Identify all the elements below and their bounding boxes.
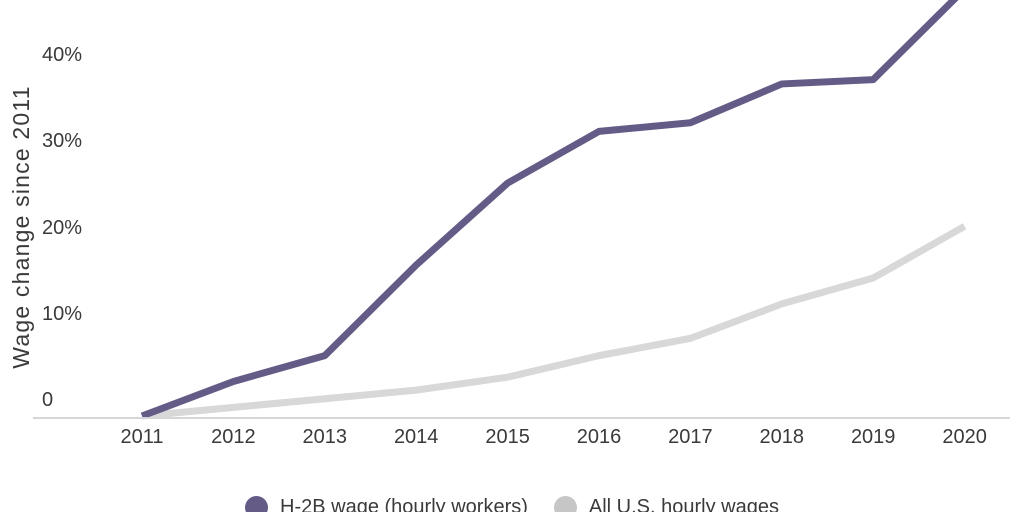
x-tick-label: 2018: [759, 426, 805, 448]
y-tick-label: 10%: [42, 302, 83, 325]
h2b-wage-line: [140, 0, 959, 420]
y-tick-label: 0: [42, 389, 54, 411]
x-tick-label: 2017: [668, 426, 713, 448]
x-tick-label: 2016: [576, 426, 622, 448]
x-axis-line: [33, 417, 1010, 419]
y-tick-label: 30%: [42, 130, 83, 153]
x-tick-label: 2014: [393, 426, 439, 448]
legend-item-h2b-wage[interactable]: H-2B wage (hourly workers): [245, 495, 528, 512]
y-tick-label: 20%: [42, 216, 83, 239]
legend-item-us-hourly-wages[interactable]: All U.S. hourly wages: [553, 495, 779, 512]
legend-label: H-2B wage (hourly workers): [280, 496, 528, 512]
legend-label: All U.S. hourly wages: [588, 496, 779, 512]
x-tick-label: 2012: [211, 426, 256, 448]
x-tick-label: 2013: [302, 426, 348, 448]
x-tick-label: 2015: [485, 426, 530, 448]
legend: H-2B wage (hourly workers) All U.S. hourl…: [0, 495, 1024, 512]
x-tick-label: 2020: [942, 426, 987, 448]
legend-dot-icon: [245, 495, 269, 512]
x-tick-label: 2011: [120, 426, 164, 448]
us-hourly-wages-line: [141, 223, 967, 420]
y-tick-label: 40%: [42, 44, 83, 66]
x-tick-label: 2019: [850, 426, 896, 448]
legend-dot-icon: [553, 495, 577, 512]
